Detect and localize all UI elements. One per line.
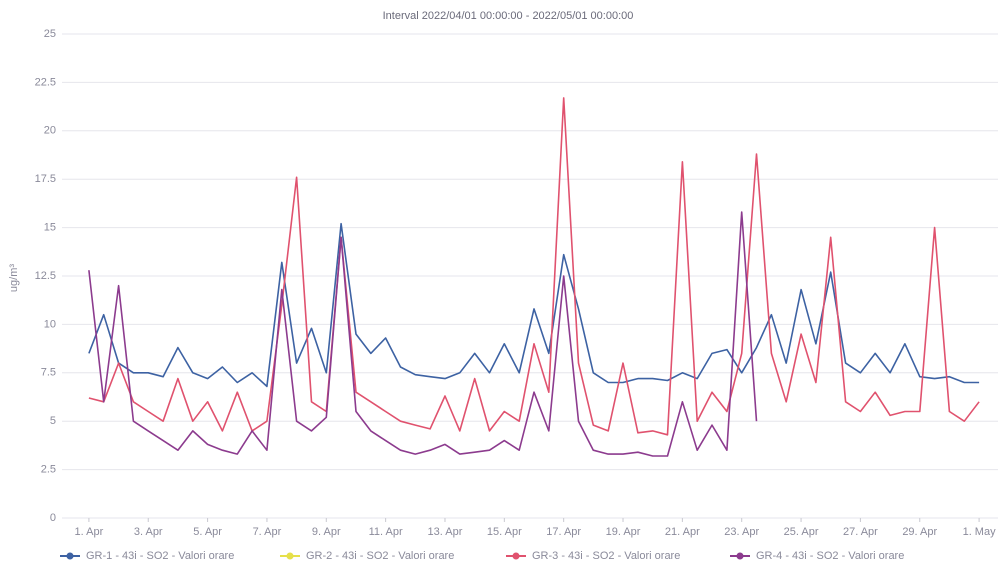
legend-marker <box>286 552 294 560</box>
x-tick-label: 17. Apr <box>546 526 581 538</box>
legend-marker <box>736 552 744 560</box>
legend-label: GR-4 - 43i - SO2 - Valori orare <box>756 550 904 562</box>
x-tick-label: 9. Apr <box>312 526 341 538</box>
series-line <box>88 222 980 388</box>
y-tick-label: 7.5 <box>41 367 56 379</box>
x-tick-label: 7. Apr <box>253 526 282 538</box>
x-tick-label: 3. Apr <box>134 526 163 538</box>
x-tick-label: 23. Apr <box>724 526 759 538</box>
y-tick-label: 17.5 <box>35 173 56 185</box>
chart-title: Interval 2022/04/01 00:00:00 - 2022/05/0… <box>383 10 634 22</box>
legend-item: GR-4 - 43i - SO2 - Valori orare <box>730 550 904 562</box>
series-line <box>88 211 758 457</box>
x-tick-label: 1. May <box>963 526 997 538</box>
legend-item: GR-2 - 43i - SO2 - Valori orare <box>280 550 454 562</box>
x-tick-label: 13. Apr <box>428 526 463 538</box>
x-tick-label: 29. Apr <box>902 526 937 538</box>
legend-marker <box>512 552 520 560</box>
legend-label: GR-3 - 43i - SO2 - Valori orare <box>532 550 680 562</box>
x-tick-label: 25. Apr <box>784 526 819 538</box>
y-tick-label: 5 <box>50 415 56 427</box>
x-tick-label: 27. Apr <box>843 526 878 538</box>
x-tick-label: 19. Apr <box>606 526 641 538</box>
y-tick-label: 20 <box>44 125 56 137</box>
legend-item: GR-3 - 43i - SO2 - Valori orare <box>506 550 680 562</box>
y-tick-label: 15 <box>44 222 56 234</box>
x-tick-label: 1. Apr <box>75 526 104 538</box>
x-tick-label: 11. Apr <box>369 526 403 538</box>
y-axis-label: ug/m³ <box>8 264 20 292</box>
legend-marker <box>66 552 74 560</box>
y-tick-label: 2.5 <box>41 464 56 476</box>
y-tick-label: 25 <box>44 28 56 40</box>
y-tick-label: 10 <box>44 318 56 330</box>
x-tick-label: 15. Apr <box>487 526 522 538</box>
legend-label: GR-1 - 43i - SO2 - Valori orare <box>86 550 234 562</box>
legend-label: GR-2 - 43i - SO2 - Valori orare <box>306 550 454 562</box>
y-tick-label: 22.5 <box>35 76 56 88</box>
legend-item: GR-1 - 43i - SO2 - Valori orare <box>60 550 234 562</box>
x-tick-label: 21. Apr <box>665 526 700 538</box>
x-tick-label: 5. Apr <box>193 526 222 538</box>
y-tick-label: 12.5 <box>35 270 56 282</box>
series-line <box>88 97 980 436</box>
y-tick-label: 0 <box>50 512 56 524</box>
